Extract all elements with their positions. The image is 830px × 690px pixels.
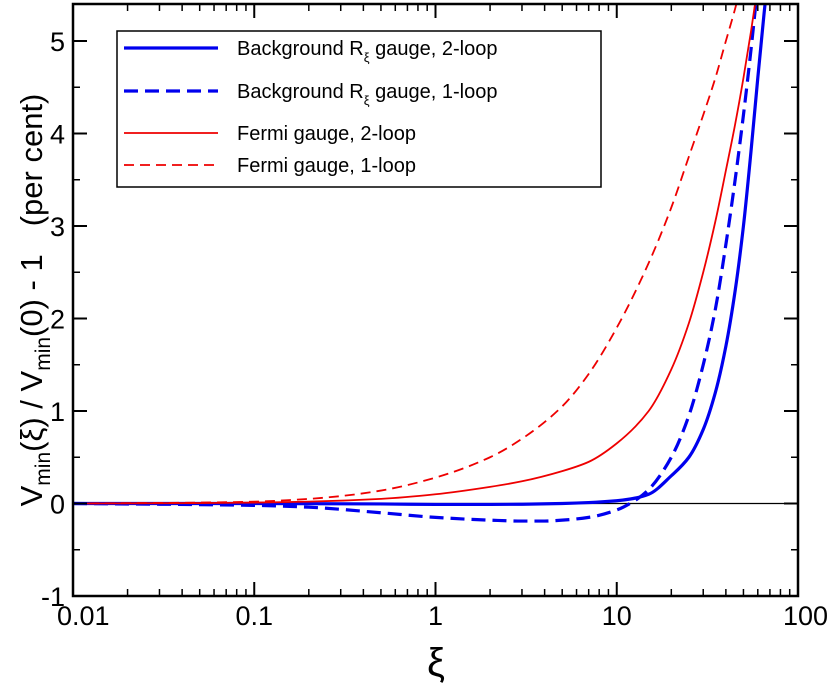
legend-label-main: Background R [237,81,364,103]
legend-label-sub: ξ [364,93,370,108]
y-title-rest: (0) - 1 [14,254,49,337]
legend-label-background-r-gauge-2-loop: Background Rξ gauge, 2-loop [237,38,497,65]
ticks-layer [72,4,799,597]
y-title-v2: V [14,370,49,391]
legend-label-main: Background R [237,38,364,60]
legend-label-main: Fermi gauge, 2-loop [237,123,416,145]
y-tick-label: 0 [50,490,65,520]
y-title-units: (per cent) [14,94,49,227]
tick-labels-layer: 0.01 0.1 1 10 100 -1 0 1 2 3 4 5 [41,27,828,631]
x-tick-label: 10 [602,601,632,631]
x-axis-title: ξ [427,641,445,685]
legend-label-fermi-gauge-2-loop: Fermi gauge, 2-loop [237,123,416,145]
series-line-fermi-gauge-2-loop [73,4,756,505]
legend-label-rest: gauge, 1-loop [370,81,498,103]
legend-label-rest: gauge, 2-loop [370,38,498,60]
y-title-sub1: min [32,452,55,486]
legend-label-sub: ξ [364,50,370,65]
series-layer [73,4,767,523]
series-line-background-r-gauge-1-loop [73,4,758,523]
series-line-fermi-gauge-1-loop [73,4,738,505]
y-title-arg1: (ξ) / [14,391,49,451]
y-tick-label: 4 [50,120,65,150]
y-axis-title-text: Vmin(ξ) / Vmin(0) - 1(per cent) [14,94,55,507]
y-title-v1: V [14,485,49,506]
y-tick-label: 2 [50,305,65,335]
series-line-background-r-gauge-2-loop [73,4,767,507]
y-tick-label: -1 [41,582,65,612]
legend-label-background-r-gauge-1-loop: Background Rξ gauge, 1-loop [237,81,497,108]
legend-label-fermi-gauge-1-loop: Fermi gauge, 1-loop [237,155,416,177]
x-tick-label: 1 [428,601,443,631]
y-tick-label: 5 [50,27,65,57]
legend-label-main: Fermi gauge, 1-loop [237,155,416,177]
y-axis-title: Vmin(ξ) / Vmin(0) - 1(per cent) [14,94,55,507]
y-tick-label: 1 [50,397,65,427]
y-tick-label: 3 [50,212,65,242]
x-tick-label: 0.1 [235,601,273,631]
x-tick-label: 0.01 [57,601,110,631]
y-title-sub2: min [32,337,55,371]
x-tick-label: 100 [783,601,828,631]
legend-box [116,30,602,188]
